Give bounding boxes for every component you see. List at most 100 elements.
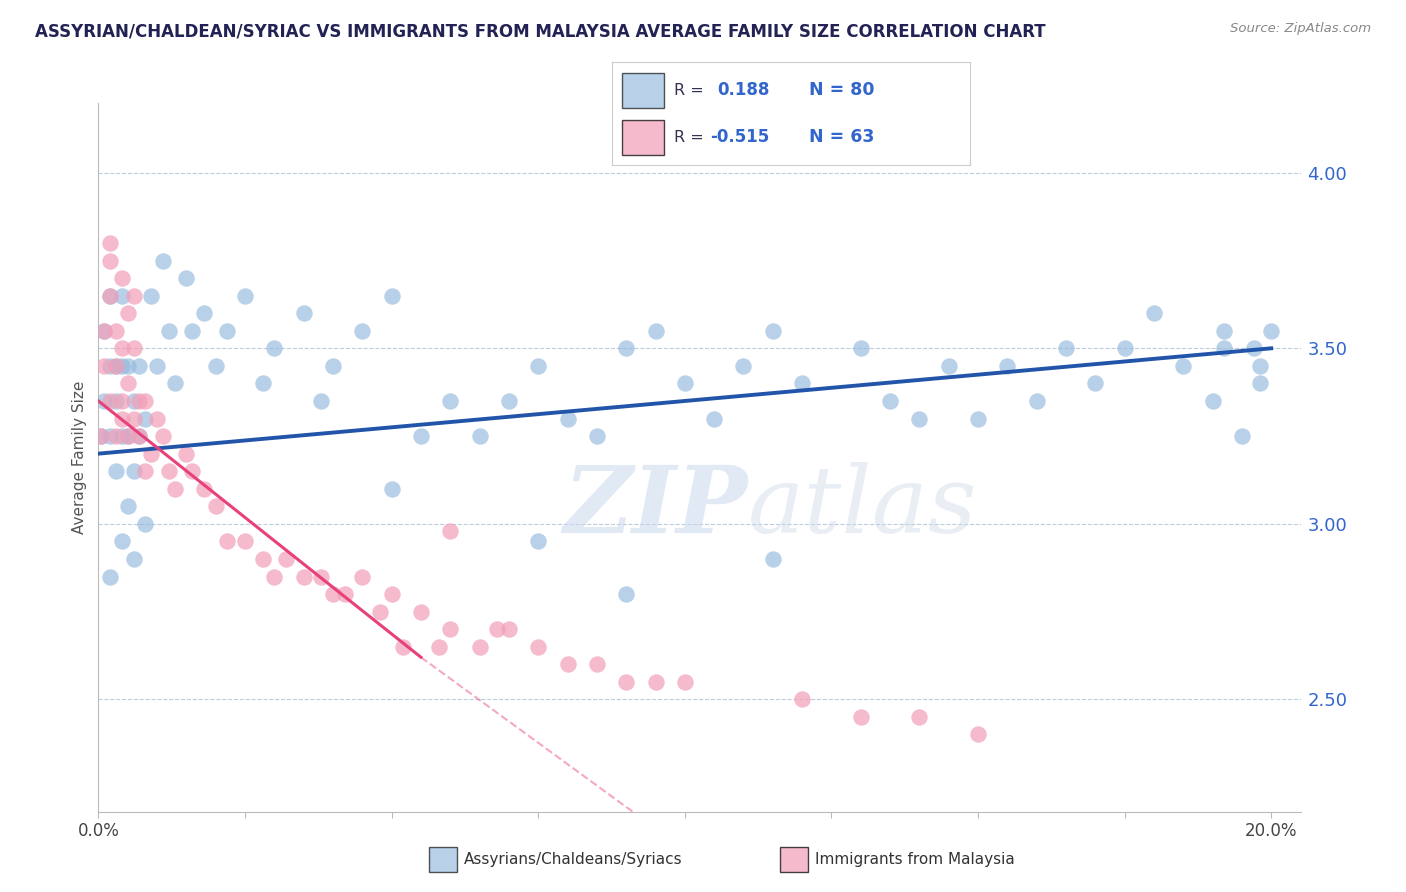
Point: [309, 394, 332, 409]
Point: [439, 524, 461, 538]
Point: [1249, 359, 1271, 373]
Point: [105, 359, 128, 373]
Text: -0.515: -0.515: [710, 128, 769, 146]
Point: [1114, 341, 1136, 355]
Point: [122, 411, 145, 425]
Point: [111, 359, 134, 373]
Point: [333, 587, 356, 601]
Point: [217, 534, 239, 549]
Text: ASSYRIAN/CHALDEAN/SYRIAC VS IMMIGRANTS FROM MALAYSIA AVERAGE FAMILY SIZE CORRELA: ASSYRIAN/CHALDEAN/SYRIAC VS IMMIGRANTS F…: [35, 22, 1046, 40]
Point: [128, 359, 150, 373]
Point: [762, 552, 785, 566]
Point: [263, 341, 285, 355]
Point: [468, 640, 491, 654]
Text: R =: R =: [675, 130, 709, 145]
Point: [557, 411, 579, 425]
Point: [117, 306, 139, 320]
Point: [105, 394, 128, 409]
Point: [381, 482, 404, 496]
Point: [98, 235, 121, 250]
Point: [128, 429, 150, 443]
Point: [879, 394, 901, 409]
Point: [105, 359, 128, 373]
Point: [1260, 324, 1282, 338]
Point: [292, 569, 315, 583]
Point: [176, 271, 198, 285]
Text: N = 63: N = 63: [808, 128, 875, 146]
Point: [128, 394, 150, 409]
Point: [1213, 341, 1236, 355]
Point: [122, 341, 145, 355]
Point: [204, 500, 226, 514]
Point: [352, 324, 374, 338]
Point: [586, 429, 609, 443]
Point: [93, 394, 115, 409]
Text: Immigrants from Malaysia: Immigrants from Malaysia: [815, 853, 1015, 867]
Point: [117, 359, 139, 373]
Point: [673, 674, 696, 689]
Point: [1084, 376, 1107, 391]
Point: [527, 359, 550, 373]
Point: [111, 288, 134, 302]
Point: [157, 324, 180, 338]
Point: [1230, 429, 1253, 443]
Point: [908, 411, 931, 425]
Point: [233, 534, 256, 549]
Text: ZIP: ZIP: [564, 462, 748, 552]
Point: [105, 429, 128, 443]
Point: [93, 359, 115, 373]
Point: [111, 341, 134, 355]
FancyBboxPatch shape: [623, 73, 664, 108]
Point: [117, 429, 139, 443]
Point: [263, 569, 285, 583]
Point: [995, 359, 1018, 373]
Point: [790, 376, 813, 391]
Point: [1173, 359, 1195, 373]
Point: [98, 253, 121, 268]
Point: [1249, 376, 1271, 391]
Point: [233, 288, 256, 302]
Point: [122, 552, 145, 566]
Point: [98, 359, 121, 373]
Point: [117, 429, 139, 443]
Point: [498, 622, 520, 636]
Point: [134, 516, 156, 531]
Point: [252, 552, 274, 566]
Point: [146, 411, 169, 425]
Point: [111, 271, 134, 285]
Point: [111, 429, 134, 443]
Point: [252, 376, 274, 391]
Point: [134, 394, 156, 409]
Point: [193, 306, 215, 320]
Point: [427, 640, 450, 654]
Point: [1143, 306, 1166, 320]
Point: [292, 306, 315, 320]
Point: [193, 482, 215, 496]
Point: [128, 429, 150, 443]
Point: [90, 429, 112, 443]
Point: [938, 359, 960, 373]
Point: [498, 394, 520, 409]
Point: [152, 253, 174, 268]
Point: [790, 692, 813, 706]
Point: [1213, 324, 1236, 338]
Point: [274, 552, 297, 566]
Point: [122, 464, 145, 478]
Point: [527, 534, 550, 549]
Point: [98, 288, 121, 302]
Point: [111, 411, 134, 425]
Point: [409, 605, 432, 619]
Point: [409, 429, 432, 443]
Y-axis label: Average Family Size: Average Family Size: [72, 381, 87, 533]
Point: [98, 569, 121, 583]
Point: [98, 288, 121, 302]
Point: [141, 447, 163, 461]
Point: [644, 674, 666, 689]
Point: [152, 429, 174, 443]
Point: [98, 394, 121, 409]
Point: [368, 605, 391, 619]
Point: [439, 394, 461, 409]
Point: [762, 324, 785, 338]
FancyBboxPatch shape: [623, 120, 664, 155]
Point: [967, 411, 990, 425]
